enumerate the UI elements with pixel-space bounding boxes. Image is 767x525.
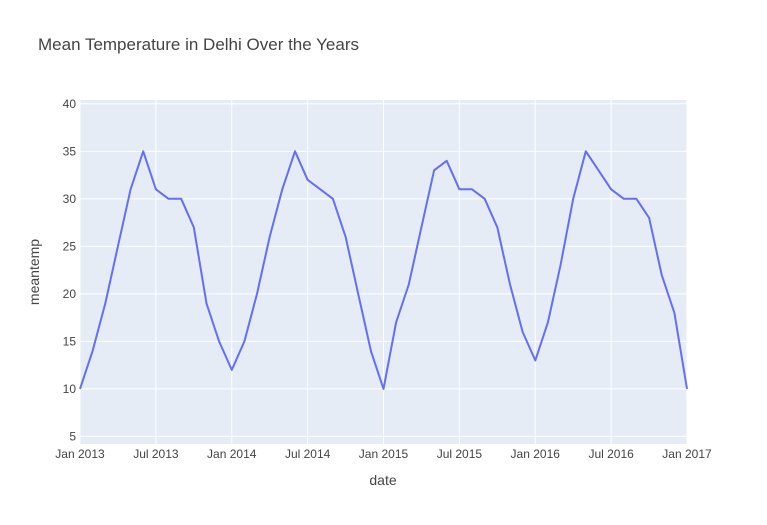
x-tick-label: Jan 2017	[662, 447, 712, 461]
y-tick-label: 30	[63, 192, 77, 206]
x-tick-label: Jan 2013	[55, 447, 105, 461]
y-tick-label: 20	[63, 287, 77, 301]
y-tick-label: 25	[63, 239, 77, 253]
x-tick-label: Jul 2013	[133, 447, 179, 461]
x-axis-title: date	[369, 472, 396, 488]
x-tick-label: Jan 2016	[511, 447, 561, 461]
x-tick-label: Jan 2014	[207, 447, 257, 461]
y-tick-label: 10	[63, 382, 77, 396]
y-tick-label: 5	[69, 429, 76, 443]
y-axis-title: meantemp	[26, 239, 42, 305]
y-tick-label: 35	[63, 144, 77, 158]
y-tick-label: 15	[63, 334, 77, 348]
data-line	[79, 150, 688, 390]
chart-title: Mean Temperature in Delhi Over the Years	[38, 35, 359, 54]
x-tick-label: Jul 2016	[588, 447, 634, 461]
y-tick-label: 40	[63, 97, 77, 111]
x-tick-label: Jul 2015	[437, 447, 483, 461]
x-tick-label: Jul 2014	[285, 447, 331, 461]
x-tick-label: Jan 2015	[359, 447, 409, 461]
